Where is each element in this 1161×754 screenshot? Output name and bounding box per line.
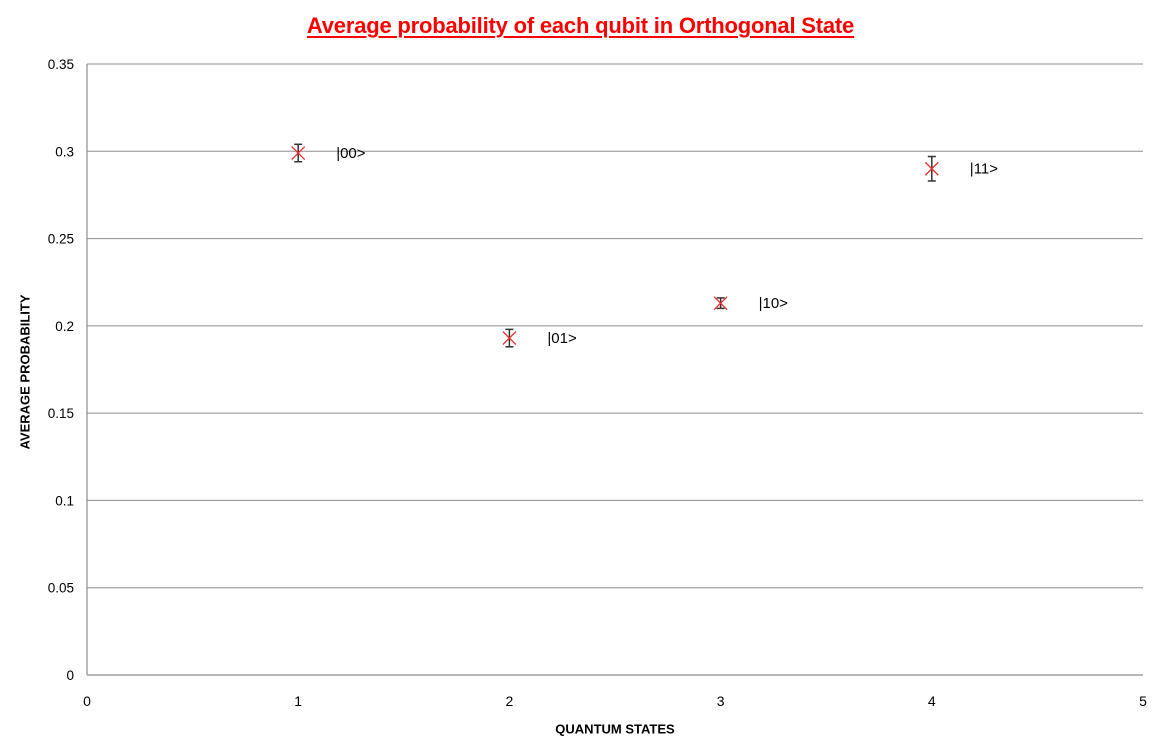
y-tick-label: 0 [66, 668, 74, 683]
point-label: |01> [547, 330, 577, 347]
x-tick-label: 3 [717, 693, 725, 709]
y-tick-label: 0.25 [48, 232, 74, 247]
x-tick-label: 4 [928, 693, 936, 709]
y-tick-label: 0.15 [48, 406, 74, 421]
y-tick-label: 0.1 [55, 493, 74, 508]
y-tick-label: 0.35 [48, 57, 74, 72]
x-axis-title: QUANTUM STATES [555, 721, 675, 737]
x-tick-label: 0 [83, 693, 91, 709]
data-point-marker-x [713, 296, 728, 311]
point-label: |10> [759, 295, 789, 312]
x-tick-label: 5 [1139, 693, 1147, 709]
data-point-marker-x [291, 146, 306, 160]
y-tick-label: 0.05 [48, 581, 74, 596]
data-point-marker-x [924, 161, 939, 176]
point-label: |00> [336, 145, 366, 162]
data-point-marker-x [502, 331, 517, 346]
y-tick-label: 0.2 [55, 319, 74, 334]
chart-title: Average probability of each qubit in Ort… [306, 13, 855, 38]
x-tick-label: 2 [506, 693, 514, 709]
y-tick-label: 0.3 [55, 144, 74, 159]
x-tick-label: 1 [294, 693, 302, 709]
point-label: |11> [970, 161, 998, 178]
